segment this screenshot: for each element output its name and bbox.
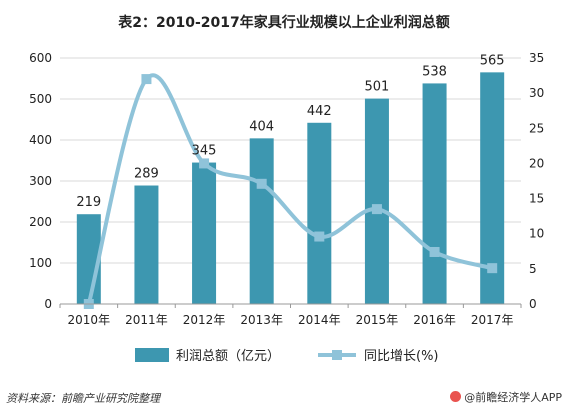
y-right-tick-label: 15: [529, 192, 544, 206]
bar: [249, 138, 274, 304]
line-point: [487, 263, 498, 274]
y-left-tick-label: 600: [29, 51, 52, 65]
line-point: [429, 246, 440, 257]
bar: [422, 83, 447, 304]
gridlines: [60, 57, 521, 264]
y-right-tick-label: 0: [529, 297, 537, 311]
x-tick-label: 2016年: [413, 313, 456, 327]
brand-text: @前瞻经济学人APP: [464, 391, 562, 404]
bar-series: [76, 72, 505, 304]
bar-value-label: 442: [307, 104, 332, 119]
bar-value-label: 501: [365, 80, 390, 95]
y-left-tick-label: 500: [29, 92, 52, 106]
legend-line-label: 同比增长(%): [364, 349, 439, 364]
legend-bar-label: 利润总额（亿元）: [176, 349, 280, 364]
bar-value-label: 345: [192, 144, 217, 159]
bar: [192, 162, 217, 304]
bar-value-label: 538: [422, 64, 447, 79]
y-left-tick-label: 200: [29, 215, 52, 229]
line-point: [141, 74, 152, 85]
legend-line-marker: [332, 350, 342, 360]
bar-value-label: 289: [134, 167, 159, 182]
y-left-tick-label: 100: [29, 256, 52, 270]
y-right-tick-label: 35: [529, 51, 544, 65]
source-note: 资料来源：前瞻产业研究院整理: [6, 392, 160, 405]
line-point: [314, 231, 325, 242]
x-tick-label: 2017年: [471, 313, 514, 327]
x-tick-label: 2013年: [240, 313, 283, 327]
line-point: [256, 178, 267, 189]
y-left-tick-label: 0: [44, 297, 52, 311]
bar-value-label: 565: [480, 53, 505, 68]
x-tick-label: 2010年: [68, 313, 111, 327]
chart-title: 表2：2010-2017年家具行业规模以上企业利润总额: [118, 15, 450, 31]
brand-logo-icon: [450, 391, 462, 402]
axes: 0 100 200 300 400 500 600 0 5 10 15 20 25 30 35 2010年 20…: [29, 51, 544, 327]
line-point: [371, 204, 382, 215]
bar: [307, 122, 332, 304]
x-tick-label: 2012年: [183, 313, 226, 327]
data-labels: 219 289 345 404 442 501 538 565: [76, 53, 504, 210]
x-tick-label: 2014年: [298, 313, 341, 327]
x-tick-label: 2011年: [125, 313, 168, 327]
brand-credit: @前瞻经济学人APP: [450, 389, 562, 405]
bar-value-label: 404: [249, 119, 274, 134]
line-point: [199, 158, 210, 169]
y-right-tick-label: 20: [529, 156, 544, 170]
y-right-tick-label: 30: [529, 86, 544, 100]
legend: 利润总额（亿元） 同比增长(%): [135, 348, 439, 364]
bar: [364, 98, 389, 304]
y-left-tick-label: 300: [29, 174, 52, 188]
x-tick-label: 2015年: [356, 313, 399, 327]
y-right-tick-label: 10: [529, 227, 544, 241]
y-right-tick-label: 25: [529, 121, 544, 135]
y-left-tick-label: 400: [29, 133, 52, 147]
bar: [134, 185, 159, 304]
legend-bar-swatch: [135, 348, 169, 362]
bar-value-label: 219: [76, 195, 101, 210]
y-right-tick-label: 5: [529, 262, 537, 276]
